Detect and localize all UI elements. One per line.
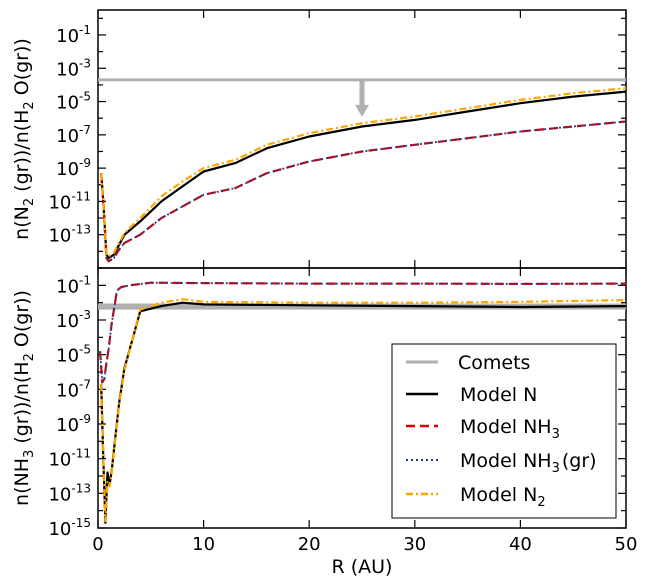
y-tick-label: 10-9 (56, 156, 91, 180)
x-tick-label: 30 (403, 534, 426, 555)
y-tick-label: 10-1 (56, 273, 91, 297)
y-tick-label: 10-13 (48, 481, 91, 505)
legend-box (391, 343, 617, 519)
bottom-y-axis-title: n(NH3 (gr))/n(H2 O(gr)) (11, 290, 37, 506)
legend-entry-model-nh3: Model NH3 (406, 416, 560, 442)
bottom-y-axis-ticks: 10-1 10-3 10-5 10-7 10-9 10-11 10-13 10-15 (48, 267, 627, 540)
y-tick-label: 10-5 (56, 343, 91, 367)
y-tick-label: 10-7 (56, 123, 91, 147)
series-line-model-nh3 (100, 120, 627, 263)
legend-label-model-nh3-gr: Model NH3 (gr) (460, 450, 597, 476)
y-tick-label: 10-11 (48, 447, 91, 471)
top-plot-area (98, 78, 627, 263)
bottom-plot-area (98, 281, 627, 524)
series-line-model-nh3-gr (99, 281, 627, 384)
legend-label-model-n: Model N (460, 384, 537, 406)
y-tick-label: 10-15 (48, 516, 91, 540)
y-tick-label: 10-5 (56, 90, 91, 114)
x-tick-label: 40 (509, 534, 532, 555)
legend-entry-model-n2: Model N2 (406, 484, 546, 510)
series-line-model-n (100, 90, 627, 260)
top-y-axis-ticks: 10-1 10-3 10-5 10-7 10-9 10-11 10-13 (48, 10, 627, 269)
y-tick-label: 10-1 (56, 23, 91, 47)
x-tick-label: 50 (615, 534, 638, 555)
y-tick-label: 10-3 (56, 308, 91, 332)
x-axis-ticks: 0 10 20 30 40 50 (92, 534, 637, 555)
y-tick-label: 10-11 (48, 189, 91, 213)
legend-entry-comets: Comets (406, 352, 530, 374)
legend-label-model-nh3: Model NH3 (460, 416, 560, 442)
x-tick-label: 0 (92, 534, 103, 555)
series-line-model-nh3-gr (100, 120, 627, 263)
legend: Comets Model N Model NH3 Model NH3 (gr) M… (391, 343, 617, 519)
legend-label-comets: Comets (458, 352, 530, 374)
bottom-panel-frame (97, 267, 627, 529)
y-tick-label: 10-7 (56, 377, 91, 401)
upper-limit-arrow-head (355, 104, 369, 117)
series-line-model-n2 (100, 87, 627, 258)
y-tick-label: 10-3 (56, 56, 91, 80)
legend-label-model-n2: Model N2 (460, 484, 546, 510)
y-tick-label: 10-13 (48, 223, 91, 247)
x-tick-label: 10 (192, 534, 215, 555)
top-y-axis-title: n(N2 (gr))/n(H2 O(gr)) (11, 38, 37, 240)
x-tick-label: 20 (298, 534, 321, 555)
legend-entry-model-n: Model N (406, 384, 537, 406)
y-tick-label: 10-9 (56, 412, 91, 436)
legend-entry-model-nh3-gr: Model NH3 (gr) (406, 450, 597, 476)
x-axis-title: R (AU) (332, 556, 393, 578)
top-panel-frame (97, 9, 627, 269)
